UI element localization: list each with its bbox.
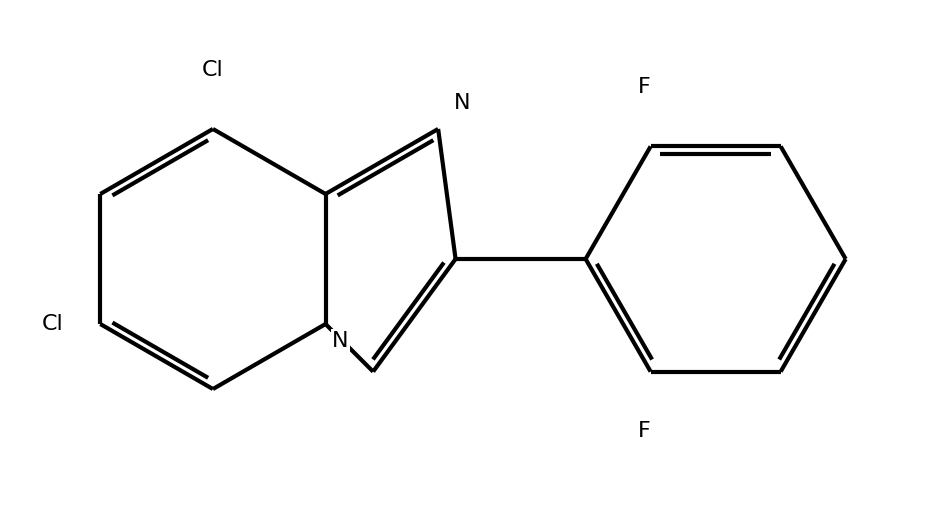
Text: F: F bbox=[638, 421, 651, 441]
Text: Cl: Cl bbox=[202, 60, 224, 80]
Text: F: F bbox=[638, 77, 651, 97]
Text: N: N bbox=[332, 330, 348, 351]
Text: Cl: Cl bbox=[43, 314, 64, 334]
Text: N: N bbox=[454, 93, 470, 113]
